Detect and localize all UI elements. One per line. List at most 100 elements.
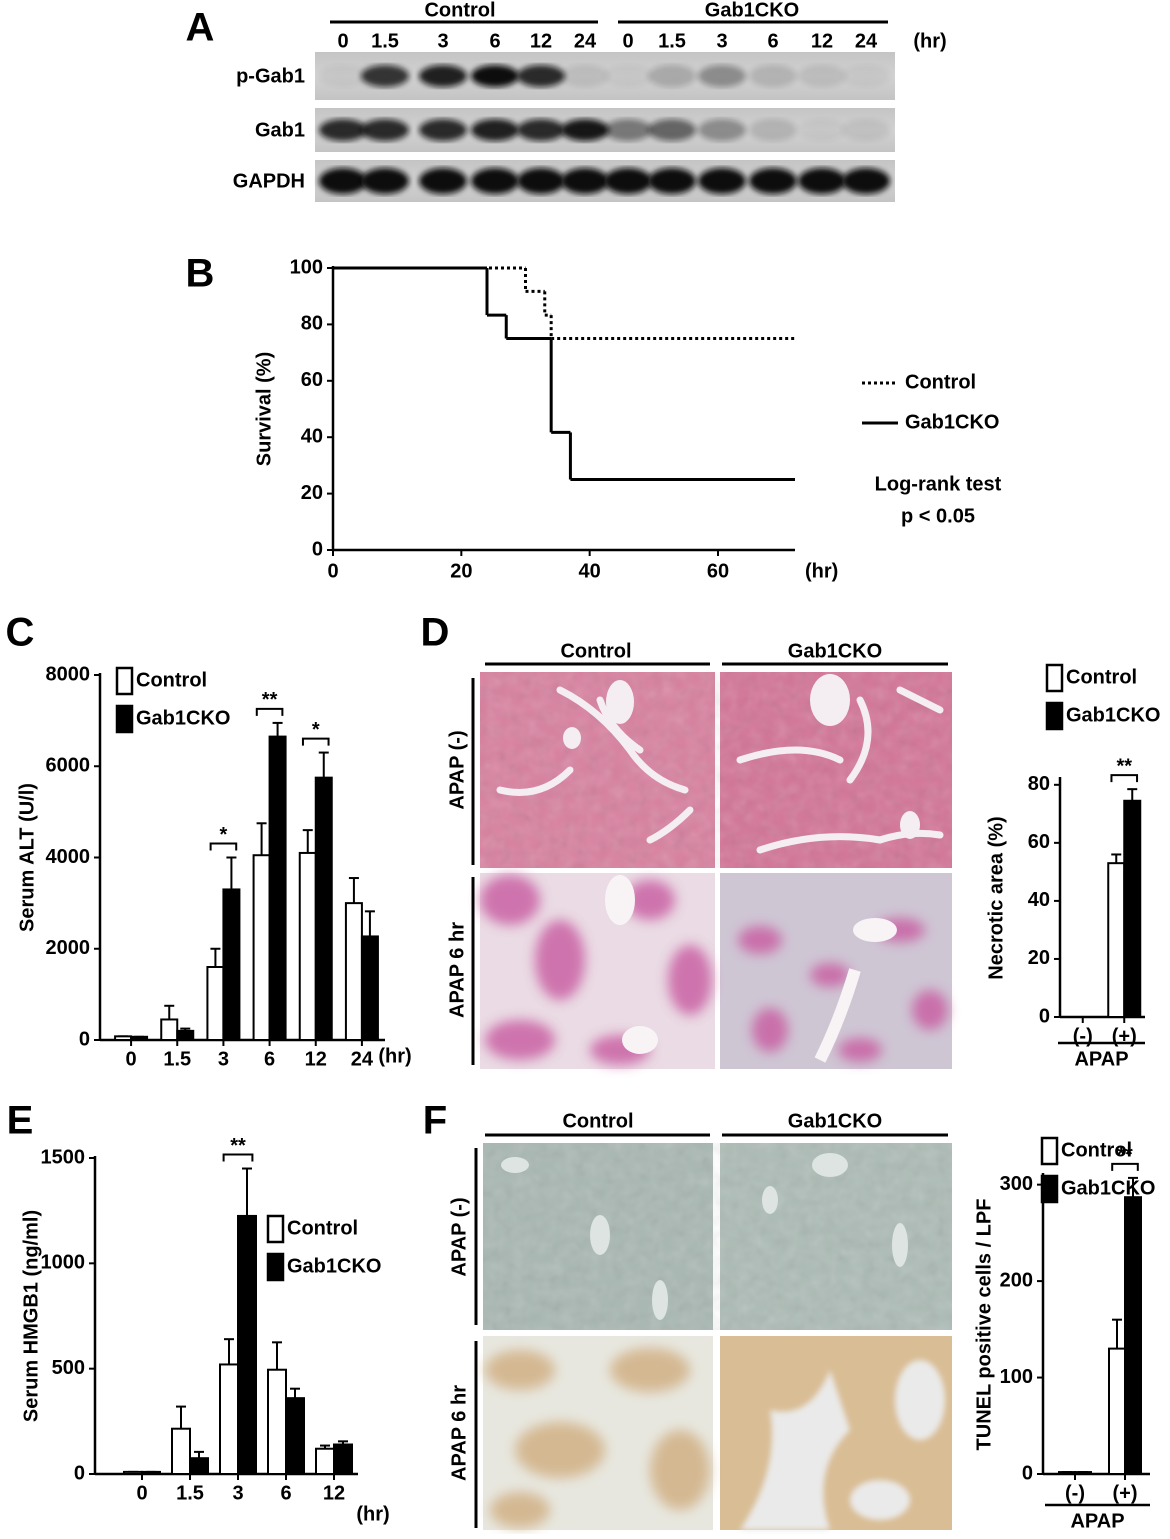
y-tick-label: 300: [1000, 1173, 1033, 1195]
bar: [344, 902, 363, 1041]
bar: [222, 888, 241, 1041]
panel-letter: E: [7, 1099, 34, 1143]
panel-letter: B: [186, 252, 215, 296]
blot-band: [561, 168, 609, 194]
row-label: APAP 6 hr: [446, 922, 468, 1018]
x-tick-label: (+): [1112, 1025, 1137, 1047]
y-tick-label: 6000: [46, 755, 91, 777]
x-tick-label: 12: [323, 1482, 345, 1504]
bar: [219, 1363, 239, 1476]
significance-bracket: [1110, 774, 1139, 783]
x-tick-label: (-): [1073, 1025, 1093, 1047]
lane-label: 3: [437, 30, 448, 52]
row-label: APAP 6 hr: [448, 1385, 470, 1481]
x-tick-label: 0: [327, 560, 338, 582]
blot-band: [698, 65, 746, 87]
blot-band: [798, 168, 846, 194]
y-axis-label: Necrotic area (%): [985, 816, 1007, 979]
y-tick-label: 8000: [46, 663, 91, 685]
lane-label: 24: [855, 30, 878, 52]
group-label: APAP: [1074, 1048, 1128, 1070]
significance-label: **: [1117, 1144, 1133, 1166]
legend-swatch: [1045, 663, 1064, 693]
blot-band: [361, 65, 409, 87]
y-tick-label: 0: [312, 538, 323, 560]
lane-label: 0: [337, 30, 348, 52]
bar: [1124, 1196, 1142, 1475]
lane-label: 1.5: [658, 30, 686, 52]
column-label: Gab1CKO: [788, 640, 882, 662]
x-tick-label: 3: [218, 1048, 229, 1070]
x-tick-label: 24: [351, 1048, 374, 1070]
y-tick-label: 200: [1000, 1269, 1033, 1291]
blot-row-label: Gab1: [255, 119, 305, 141]
bar: [189, 1457, 209, 1475]
blot-band: [319, 119, 367, 141]
bar: [1074, 1471, 1092, 1475]
row-label: APAP (-): [448, 1197, 470, 1276]
x-tick-label: 6: [280, 1482, 291, 1504]
x-unit: (hr): [378, 1045, 411, 1067]
y-tick-label: 100: [290, 256, 323, 278]
panel-letter: D: [421, 611, 450, 655]
blot-band: [419, 168, 467, 194]
legend-swatch: [115, 704, 134, 734]
x-tick-label: 1.5: [176, 1482, 204, 1504]
bar: [333, 1443, 353, 1476]
x-tick-label: 12: [305, 1048, 327, 1070]
blot-group: Gab1CKO: [705, 0, 799, 21]
bar: [130, 1035, 149, 1042]
blot-band: [517, 65, 565, 87]
x-unit: (hr): [805, 560, 838, 582]
y-tick-label: 4000: [46, 846, 91, 868]
legend-swatch: [1040, 1136, 1059, 1166]
y-axis-label: TUNEL positive cells / LPF: [973, 1199, 995, 1451]
blot-band: [361, 119, 409, 141]
bar: [160, 1018, 179, 1041]
legend-label: Gab1CKO: [1066, 704, 1160, 726]
bar: [176, 1029, 195, 1041]
blot-band: [798, 65, 846, 87]
lane-label: 12: [811, 30, 833, 52]
bar: [315, 1447, 335, 1475]
x-unit: (hr): [356, 1503, 389, 1525]
bar: [123, 1470, 143, 1475]
legend-label: Control: [905, 371, 976, 393]
significance-bracket: [255, 707, 284, 716]
blot-group: Control: [424, 0, 495, 21]
lane-label: 0: [622, 30, 633, 52]
legend-label: Gab1CKO: [136, 707, 230, 729]
blot-band: [419, 119, 467, 141]
lane-label: 1.5: [371, 30, 399, 52]
y-tick-label: 80: [301, 313, 323, 335]
column-label: Control: [560, 640, 631, 662]
bar: [268, 735, 287, 1041]
blot-band: [517, 168, 565, 194]
y-tick-label: 80: [1028, 773, 1050, 795]
y-tick-label: 1500: [41, 1146, 86, 1168]
bar: [298, 851, 317, 1041]
significance-label: **: [262, 689, 278, 711]
significance-label: *: [312, 719, 320, 741]
blot-band: [648, 119, 696, 141]
y-tick-label: 0: [74, 1462, 85, 1484]
legend-label: Control: [1061, 1139, 1132, 1161]
blot-band: [361, 168, 409, 194]
group-label: APAP: [1070, 1510, 1124, 1532]
legend-label: Control: [1066, 666, 1137, 688]
y-tick-label: 500: [52, 1357, 85, 1379]
legend-label: Gab1CKO: [905, 411, 999, 433]
annotation: p < 0.05: [901, 505, 975, 527]
panel-letter: A: [186, 6, 215, 50]
legend-swatch: [1040, 1174, 1059, 1204]
x-tick-label: 40: [579, 560, 601, 582]
blot-band: [749, 168, 797, 194]
y-tick-label: 0: [1022, 1462, 1033, 1484]
y-tick-label: 2000: [46, 937, 91, 959]
blot-band: [517, 119, 565, 141]
blot-band: [471, 65, 519, 87]
lane-label: 6: [489, 30, 500, 52]
blot-band: [561, 119, 609, 141]
bar: [314, 776, 333, 1041]
blot-band: [842, 168, 890, 194]
